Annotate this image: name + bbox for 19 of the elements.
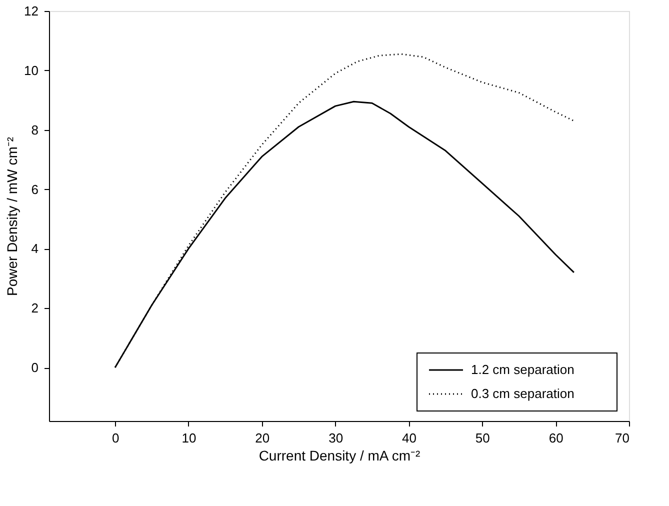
x-tick-label: 60 xyxy=(548,430,564,446)
y-axis-title: Power Density / mW cm⁻² xyxy=(4,136,20,296)
y-tick-label: 12 xyxy=(24,4,38,18)
y-tick-label: 8 xyxy=(31,122,38,138)
x-tick-label: 70 xyxy=(615,430,630,446)
y-tick-label: 10 xyxy=(24,62,38,78)
y-tick-label: 0 xyxy=(31,360,38,376)
x-tick-label: 40 xyxy=(402,430,416,446)
y-tick-label: 2 xyxy=(31,300,38,316)
legend-label: 1.2 cm separation xyxy=(471,362,574,377)
x-axis-title: Current Density / mA cm⁻² xyxy=(258,448,421,464)
y-tick-label: 6 xyxy=(31,182,38,197)
y-tick-label: 4 xyxy=(31,241,38,256)
x-tick-label: 10 xyxy=(182,430,196,446)
x-tick-label: 30 xyxy=(328,430,344,446)
x-tick-label: 20 xyxy=(255,430,270,446)
x-tick-label: 0 xyxy=(112,430,120,446)
legend-label: 0.3 cm separation xyxy=(471,386,574,401)
x-tick-label: 50 xyxy=(475,430,490,446)
